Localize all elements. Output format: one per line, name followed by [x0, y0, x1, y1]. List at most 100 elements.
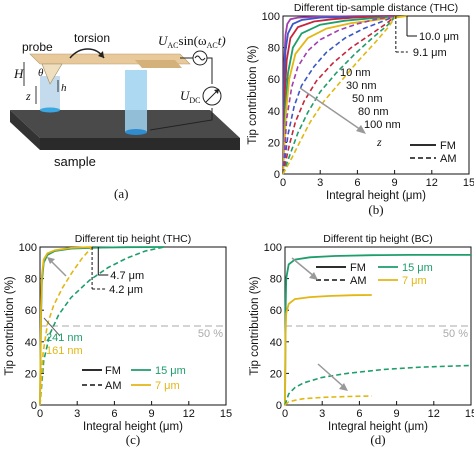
- y-tick-label: 20: [25, 368, 37, 380]
- series-line-am: [284, 364, 472, 406]
- legend-am-mode: AM: [105, 380, 122, 392]
- len-leader: [43, 317, 61, 337]
- x-tick-label: 9: [149, 408, 155, 420]
- chart-title: Different tip height (BC): [323, 233, 433, 245]
- y-tick-label: 100: [264, 242, 282, 254]
- y-tick-label: 80: [270, 274, 282, 286]
- panel-label: (c): [126, 432, 140, 447]
- legend-15-label: 15 μm: [402, 262, 433, 274]
- am-end-label: 9.1 μm: [413, 47, 447, 59]
- x-axis-label: Integral height (μm): [328, 421, 428, 433]
- x-tick-label: 6: [111, 408, 117, 420]
- x-tick-label: 3: [74, 408, 80, 420]
- tip-column: [40, 76, 60, 110]
- x-tick-label: 15: [463, 177, 474, 189]
- panel-d-chart: Different tip height (BC) 0 3 6 9 12 15 0 20 40 60…: [249, 233, 474, 447]
- legend-fm-mode: FM: [350, 262, 366, 274]
- h-small-label: h: [61, 82, 67, 94]
- sample-slab-front: [40, 138, 240, 150]
- panel-b-chart: Different tip-sample distance (THC) 0 3 6 9 1…: [247, 2, 474, 217]
- trend-arrow-bottom: [317, 363, 346, 389]
- reference-label: 50 %: [443, 328, 468, 340]
- chart-title: Different tip-sample distance (THC): [294, 2, 458, 14]
- end-7-label: 4.2 μm: [109, 284, 143, 296]
- torsion-label: torsion: [74, 31, 110, 45]
- distance-label: 100 nm: [364, 119, 401, 131]
- udc-label: UDC: [180, 88, 201, 105]
- series-line-am: [284, 395, 372, 406]
- y-tick-label: 0: [274, 169, 280, 181]
- z-arrow: [299, 87, 365, 133]
- sample-label: sample: [54, 154, 96, 169]
- light-column-base: [125, 129, 147, 135]
- len-15-label: 241 nm: [46, 332, 83, 344]
- y-tick-label: 40: [270, 337, 282, 349]
- series-line-am: [282, 15, 397, 175]
- x-tick-label: 9: [392, 177, 398, 189]
- fm-end-label: 10.0 μm: [419, 31, 459, 43]
- x-tick-label: 3: [319, 408, 325, 420]
- series-line-am: [39, 246, 165, 406]
- light-column: [125, 70, 147, 132]
- legend-fm-mode: FM: [105, 365, 121, 377]
- beam-holder: [135, 60, 182, 68]
- circuit-wire: [149, 57, 213, 131]
- panel-a-schematic: probe torsion sample H θ h z UACsin(ωACt…: [10, 31, 240, 201]
- ac-wave-icon: [194, 55, 206, 61]
- trend-arrow: [49, 259, 67, 277]
- trend-arrow-top: [291, 257, 316, 278]
- z-label: z: [25, 89, 31, 103]
- sample-slab-side: [10, 110, 40, 150]
- y-tick-label: 0: [31, 400, 37, 412]
- y-axis-label: Tip contribution (%): [249, 276, 261, 375]
- panel-label: (b): [368, 202, 383, 217]
- series-line-am: [282, 15, 397, 175]
- legend-fm-label: FM: [440, 140, 456, 152]
- series-line-fm: [282, 15, 407, 175]
- y-tick-label: 100: [262, 11, 280, 23]
- reference-label: 50 %: [198, 328, 223, 340]
- H-label: H: [13, 66, 24, 81]
- y-axis-label: Tip contribution (%): [247, 45, 259, 144]
- x-tick-label: 12: [426, 177, 438, 189]
- y-tick-label: 100: [19, 242, 37, 254]
- x-tick-label: 0: [280, 177, 286, 189]
- legend-7-label: 7 μm: [155, 380, 180, 392]
- series-line-fm: [282, 15, 408, 175]
- series-line-am: [282, 15, 397, 175]
- y-tick-label: 0: [276, 400, 282, 412]
- dc-arrow-head: [214, 89, 219, 94]
- torsion-arrow-head: [98, 51, 104, 58]
- probe-label: probe: [22, 40, 53, 54]
- legend-am-mode: AM: [350, 275, 367, 287]
- end-15-label: 4.7 μm: [110, 270, 144, 282]
- x-tick-label: 9: [394, 408, 400, 420]
- x-axis-label: Integral height (μm): [83, 421, 183, 433]
- y-tick-label: 40: [268, 106, 280, 118]
- y-tick-label: 20: [270, 368, 282, 380]
- distance-label: 30 nm: [346, 80, 377, 92]
- z-arrow-label: z: [376, 135, 382, 149]
- series-line-am: [39, 246, 93, 406]
- x-tick-label: 6: [356, 408, 362, 420]
- panel-a-label: (a): [114, 186, 128, 201]
- series-line-fm: [284, 254, 471, 406]
- y-tick-label: 60: [25, 305, 37, 317]
- chart-title: Different tip height (THC): [75, 233, 192, 245]
- x-tick-label: 3: [317, 177, 323, 189]
- uac-label: UACsin(ωACt): [158, 33, 226, 50]
- y-tick-label: 80: [25, 274, 37, 286]
- y-tick-label: 60: [268, 74, 280, 86]
- x-tick-label: 15: [465, 408, 474, 420]
- series-line-am: [282, 15, 396, 175]
- distance-label: 50 nm: [352, 93, 383, 105]
- trend-arrow-head: [47, 257, 55, 264]
- tip-column-base: [40, 107, 60, 113]
- distance-label: 80 nm: [358, 106, 389, 118]
- trend-arrow-top-head: [309, 272, 318, 280]
- y-tick-label: 60: [270, 305, 282, 317]
- x-tick-label: 15: [220, 408, 232, 420]
- legend-am-label: AM: [440, 153, 457, 165]
- series-line-am: [282, 15, 397, 175]
